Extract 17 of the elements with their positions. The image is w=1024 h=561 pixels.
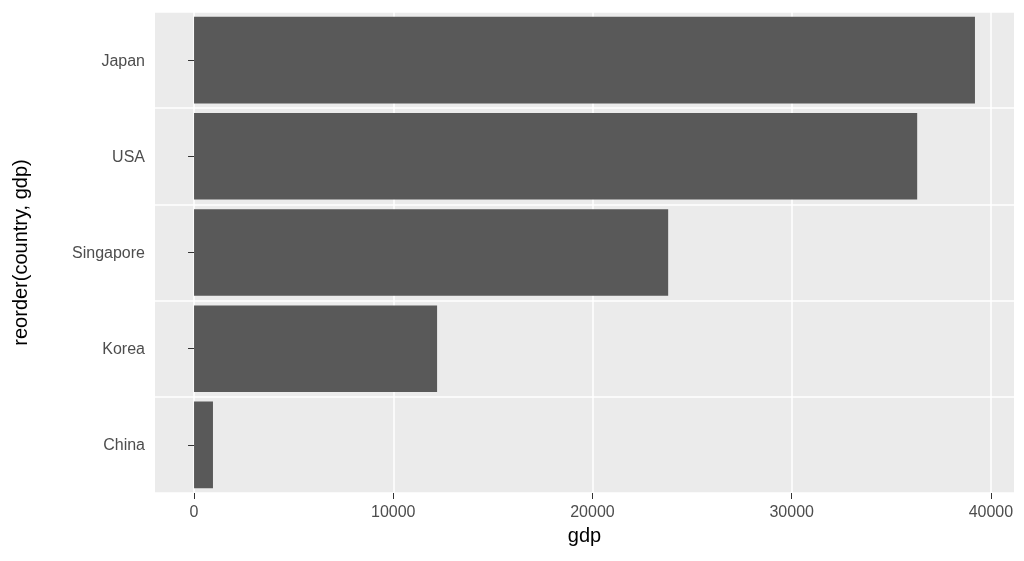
bar: [194, 305, 438, 392]
bar: [194, 401, 213, 489]
y-axis-title: reorder(country, gdp): [9, 159, 31, 346]
y-tick-label: Singapore: [72, 244, 146, 261]
bar: [194, 113, 918, 200]
bar: [194, 209, 669, 296]
y-tick-label: China: [103, 436, 146, 454]
x-tick-label: 40000: [968, 502, 1014, 520]
x-tick-label: 30000: [769, 502, 815, 520]
x-tick-label: 0: [189, 502, 199, 520]
y-tick-label: USA: [112, 147, 146, 165]
x-tick-label: 10000: [371, 502, 416, 520]
x-axis-title: gdp: [567, 524, 602, 546]
y-tick-label: Japan: [101, 51, 145, 69]
bar: [194, 16, 975, 104]
y-tick-label: Korea: [102, 340, 146, 358]
x-tick-label: 20000: [570, 502, 615, 520]
